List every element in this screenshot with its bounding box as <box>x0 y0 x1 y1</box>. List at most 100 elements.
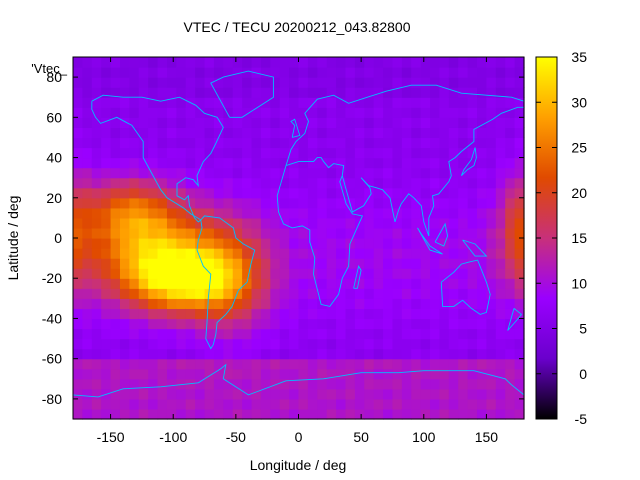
heatmap-cell <box>223 278 234 289</box>
heatmap-cell <box>307 57 318 68</box>
heatmap-cell <box>166 77 177 88</box>
heatmap-cell <box>270 308 281 320</box>
heatmap-cell <box>82 368 93 380</box>
heatmap-cell <box>392 268 403 279</box>
heatmap-cell <box>270 137 281 149</box>
heatmap-cell <box>82 97 93 108</box>
heatmap-cell <box>317 67 328 78</box>
heatmap-cell <box>101 67 112 78</box>
heatmap-cell <box>439 67 450 78</box>
heatmap-cell <box>73 288 83 299</box>
heatmap-cell <box>486 308 497 320</box>
heatmap-cell <box>336 177 347 189</box>
heatmap-cell <box>101 77 112 88</box>
heatmap-cell <box>185 117 196 128</box>
heatmap-cell <box>157 177 168 189</box>
heatmap-cell <box>401 177 412 189</box>
heatmap-cell <box>73 398 83 410</box>
y-tick-label: 0 <box>54 230 62 246</box>
heatmap-cell <box>176 348 187 360</box>
heatmap-cell <box>467 217 478 229</box>
heatmap-cell <box>101 157 112 169</box>
heatmap-cell <box>129 117 140 128</box>
heatmap-cell <box>176 77 187 88</box>
heatmap-cell <box>148 348 159 360</box>
heatmap-cell <box>448 57 459 68</box>
heatmap-cell <box>110 147 121 159</box>
heatmap-cell <box>514 157 525 169</box>
heatmap-cell <box>223 57 234 68</box>
heatmap-cell <box>223 167 234 179</box>
heatmap-cell <box>514 268 525 279</box>
heatmap-cell <box>486 87 497 98</box>
heatmap-cell <box>82 67 93 78</box>
heatmap-cell <box>185 338 196 350</box>
heatmap-cell <box>260 388 271 400</box>
heatmap-cell <box>392 308 403 320</box>
heatmap-cell <box>495 97 506 108</box>
heatmap-cell <box>185 298 196 309</box>
heatmap-cell <box>420 268 431 279</box>
heatmap-cell <box>232 248 243 259</box>
heatmap-cell <box>204 57 215 68</box>
heatmap-cell <box>307 398 318 410</box>
heatmap-cell <box>138 278 149 289</box>
heatmap-cell <box>119 408 130 420</box>
heatmap-cell <box>138 117 149 128</box>
heatmap-cell <box>364 408 375 420</box>
heatmap-cell <box>279 358 290 370</box>
heatmap-cell <box>110 197 121 209</box>
heatmap-cell <box>176 378 187 390</box>
heatmap-cell <box>336 298 347 309</box>
heatmap-cell <box>505 67 516 78</box>
heatmap-cell <box>289 197 300 209</box>
heatmap-cell <box>392 227 403 239</box>
heatmap-cell <box>119 87 130 98</box>
heatmap-cell <box>195 87 206 98</box>
heatmap-cell <box>91 97 102 108</box>
heatmap-cell <box>364 268 375 279</box>
heatmap-cell <box>204 157 215 169</box>
heatmap-cell <box>364 127 375 139</box>
heatmap-cell <box>307 238 318 249</box>
heatmap-cell <box>430 107 441 118</box>
heatmap-cell <box>514 97 525 108</box>
heatmap-cell <box>82 358 93 370</box>
heatmap-cell <box>458 278 469 289</box>
heatmap-cell <box>354 67 365 78</box>
heatmap-cell <box>242 278 253 289</box>
heatmap-cell <box>505 77 516 88</box>
heatmap-cell <box>82 298 93 309</box>
heatmap-cell <box>166 137 177 149</box>
heatmap-cell <box>251 147 262 159</box>
heatmap-cell <box>213 388 224 400</box>
heatmap-cell <box>430 308 441 320</box>
heatmap-cell <box>232 227 243 239</box>
heatmap-cell <box>279 318 290 330</box>
heatmap-cell <box>326 67 337 78</box>
heatmap-cell <box>298 107 309 118</box>
legend-key: 'Vtec_ <box>31 61 67 76</box>
colorbar-tick-label: 20 <box>571 185 587 201</box>
heatmap-cell <box>373 147 384 159</box>
heatmap-cell <box>110 278 121 289</box>
heatmap-cell <box>289 227 300 239</box>
heatmap-cell <box>345 77 356 88</box>
heatmap-cell <box>411 137 422 149</box>
heatmap-cell <box>110 67 121 78</box>
heatmap-cell <box>157 318 168 330</box>
heatmap-cell <box>260 338 271 350</box>
heatmap-cell <box>364 217 375 229</box>
heatmap-cell <box>307 318 318 330</box>
heatmap-cell <box>82 248 93 259</box>
heatmap-cell <box>157 348 168 360</box>
heatmap-cell <box>73 167 83 179</box>
heatmap-cell <box>420 97 431 108</box>
heatmap-cell <box>232 87 243 98</box>
heatmap-cell <box>195 398 206 410</box>
heatmap-cell <box>411 378 422 390</box>
heatmap-cell <box>298 137 309 149</box>
heatmap-cell <box>176 308 187 320</box>
heatmap-cell <box>411 398 422 410</box>
heatmap-cell <box>364 288 375 299</box>
